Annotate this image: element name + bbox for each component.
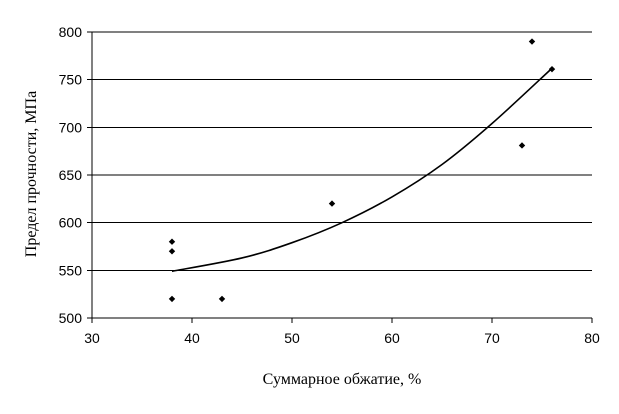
x-tick-label: 30 bbox=[84, 330, 100, 346]
y-tick-label: 800 bbox=[59, 24, 83, 40]
data-points bbox=[168, 38, 556, 303]
data-point bbox=[168, 295, 176, 303]
y-tick-label: 600 bbox=[59, 215, 83, 231]
grid-lines bbox=[92, 31, 592, 271]
y-tick-label: 650 bbox=[59, 167, 83, 183]
y-tick-label: 700 bbox=[59, 119, 83, 135]
trendline-curve bbox=[171, 67, 553, 273]
x-tick-label: 60 bbox=[384, 330, 400, 346]
data-point bbox=[168, 248, 176, 255]
data-point bbox=[548, 65, 556, 73]
y-axis-title: Предел прочности, МПа bbox=[23, 91, 40, 257]
data-point bbox=[168, 238, 176, 245]
data-point bbox=[328, 200, 336, 207]
trendline bbox=[171, 67, 553, 273]
x-tick-label: 70 bbox=[484, 330, 500, 346]
tick-labels: 500 550 600 650 700 750 800 30 40 50 60 70 80 bbox=[59, 24, 600, 346]
data-point bbox=[518, 142, 526, 149]
x-axis-title: Суммарное обжатие, % bbox=[263, 371, 422, 388]
data-point bbox=[528, 38, 536, 45]
data-point bbox=[218, 295, 226, 303]
y-tick-label: 500 bbox=[59, 310, 83, 326]
x-tick-label: 50 bbox=[284, 330, 300, 346]
x-tick-label: 80 bbox=[584, 330, 600, 346]
axes bbox=[87, 31, 593, 323]
x-tick-label: 40 bbox=[184, 330, 200, 346]
y-tick-label: 550 bbox=[59, 262, 83, 278]
y-tick-label: 750 bbox=[59, 72, 83, 88]
